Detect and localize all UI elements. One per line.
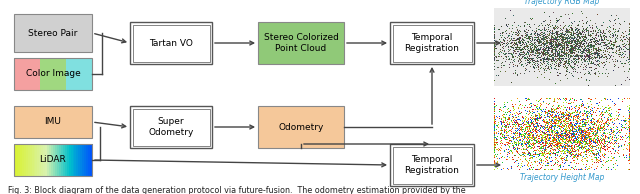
Bar — [22, 144, 24, 176]
Bar — [390, 144, 474, 186]
Text: Temporal
Registration: Temporal Registration — [404, 33, 460, 53]
Bar — [130, 22, 212, 64]
Bar — [88, 144, 90, 176]
Bar — [132, 24, 209, 61]
Bar — [42, 144, 44, 176]
Bar — [59, 144, 61, 176]
Bar — [130, 106, 212, 148]
Bar — [14, 58, 40, 90]
Bar — [40, 58, 66, 90]
Bar — [390, 22, 474, 64]
Bar — [14, 106, 92, 138]
Bar — [37, 144, 40, 176]
Text: Color Image: Color Image — [26, 69, 81, 79]
Bar — [44, 144, 45, 176]
Bar — [33, 144, 36, 176]
Text: Super
Odometry: Super Odometry — [148, 117, 194, 137]
Text: Fig. 3: Block diagram of the data generation protocol via future-fusion.  The od: Fig. 3: Block diagram of the data genera… — [8, 186, 466, 194]
Bar — [20, 144, 22, 176]
Bar — [14, 58, 92, 90]
Bar — [53, 144, 56, 176]
Bar — [14, 144, 92, 176]
Bar — [258, 106, 344, 148]
Text: Tartan VO: Tartan VO — [149, 38, 193, 48]
Bar — [39, 144, 42, 176]
Bar — [72, 144, 75, 176]
Bar — [51, 144, 54, 176]
Bar — [16, 144, 19, 176]
Text: IMU: IMU — [45, 118, 61, 126]
Bar — [90, 144, 93, 176]
Bar — [392, 146, 472, 184]
Bar — [84, 144, 86, 176]
Bar — [68, 144, 71, 176]
Bar — [47, 144, 50, 176]
Bar — [55, 144, 58, 176]
Bar — [132, 108, 209, 146]
Bar — [258, 22, 344, 64]
Bar — [65, 144, 67, 176]
Text: Odometry: Odometry — [278, 122, 324, 132]
Text: LiDAR: LiDAR — [40, 156, 67, 165]
Bar — [29, 144, 32, 176]
Bar — [392, 24, 472, 61]
Bar — [24, 144, 26, 176]
Text: Temporal
Registration: Temporal Registration — [404, 155, 460, 175]
Bar — [78, 144, 81, 176]
Bar — [70, 144, 73, 176]
Bar — [74, 144, 77, 176]
Bar — [63, 144, 65, 176]
Bar — [14, 144, 17, 176]
Bar — [45, 144, 47, 176]
Bar — [67, 144, 69, 176]
Bar — [49, 144, 52, 176]
Text: Stereo Pair: Stereo Pair — [28, 29, 77, 37]
Bar — [28, 144, 30, 176]
Bar — [26, 144, 28, 176]
Bar — [66, 58, 92, 90]
Text: Trajectory RGB Map: Trajectory RGB Map — [524, 0, 600, 6]
Bar — [31, 144, 34, 176]
Text: Trajectory Height Map: Trajectory Height Map — [520, 173, 604, 182]
Bar — [86, 144, 88, 176]
Text: Stereo Colorized
Point Cloud: Stereo Colorized Point Cloud — [264, 33, 339, 53]
Bar — [76, 144, 79, 176]
Bar — [80, 144, 83, 176]
Bar — [18, 144, 20, 176]
Bar — [14, 14, 92, 52]
Bar — [61, 144, 63, 176]
Bar — [57, 144, 60, 176]
Bar — [83, 144, 84, 176]
Bar — [35, 144, 38, 176]
